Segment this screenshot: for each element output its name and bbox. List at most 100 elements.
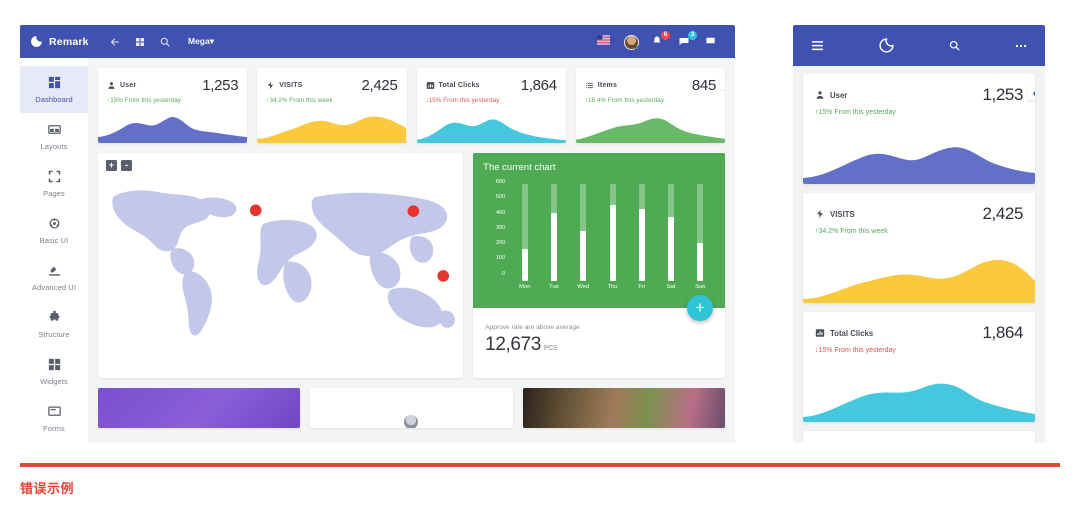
- world-map-svg: [112, 190, 455, 336]
- sidebar-item-forms[interactable]: Forms: [20, 395, 88, 442]
- mobile-card-delta: ↑34.2% From this week: [815, 228, 1023, 235]
- avatar[interactable]: [624, 34, 639, 50]
- mobile-card-total-clicks[interactable]: Total Clicks 1,864 ↓15% From this yester…: [803, 312, 1035, 422]
- y-tick: 100: [495, 255, 506, 262]
- sparkline-total-clicks: [803, 370, 1035, 422]
- sidebar-item-dashboard[interactable]: Dashboard: [20, 66, 88, 113]
- sidebar-item-advanced-ui[interactable]: Advanced UI: [20, 254, 88, 301]
- sidebar-item-pages[interactable]: Pages: [20, 160, 88, 207]
- hamburger-menu-icon[interactable]: [810, 38, 825, 53]
- gear-icon: [724, 81, 725, 84]
- stat-label-wrap: Total Clicks: [426, 81, 480, 90]
- chart-bar-fill: [697, 243, 704, 281]
- approve-rate-unit: PCS: [543, 345, 558, 352]
- sidebar-item-label: Layouts: [40, 142, 68, 151]
- stat-value: 845: [691, 77, 716, 94]
- current-chart-card: The current chart 600 500 400 300 200 10…: [473, 153, 725, 378]
- y-tick: 600: [495, 179, 506, 185]
- brand-name: Remark: [49, 35, 89, 48]
- settings-gear-button[interactable]: [1028, 86, 1035, 100]
- sidebar-item-label: Dashboard: [35, 95, 73, 104]
- bolt-icon: [817, 209, 823, 219]
- sidebar-item-widgets[interactable]: Widgets: [20, 348, 88, 395]
- mobile-card-user[interactable]: User 1,253 ↑15% From this yesterday: [803, 74, 1035, 184]
- profile-card-white[interactable]: [310, 388, 513, 428]
- world-map-card[interactable]: + -: [98, 153, 464, 378]
- search-icon[interactable]: [159, 36, 171, 48]
- stat-label-wrap: User: [107, 81, 136, 90]
- y-tick: 200: [495, 240, 506, 246]
- messages-button[interactable]: 3: [678, 30, 697, 49]
- sidebar-item-label: Basic UI: [39, 236, 69, 245]
- notifications-bell[interactable]: 6: [651, 30, 670, 49]
- mega-menu-button[interactable]: Mega▾: [188, 36, 214, 47]
- mobile-card-delta: ↑15% From this yesterday: [815, 109, 1023, 116]
- flag-icon[interactable]: [597, 34, 611, 49]
- stat-label: VISITS: [279, 82, 303, 89]
- bar-chart-icon: [815, 329, 825, 337]
- mobile-card-delta-text: 15% From this yesterday: [818, 109, 896, 116]
- search-icon[interactable]: [948, 39, 961, 52]
- mobile-card-value: 2,425: [982, 204, 1023, 223]
- avatar: [403, 414, 420, 428]
- trend-up-icon: ↑: [266, 97, 270, 104]
- chart-bar-track: [609, 184, 616, 281]
- sparkline-items: [575, 109, 725, 143]
- promo-card-purple[interactable]: [98, 388, 301, 428]
- brand[interactable]: Remark: [30, 35, 97, 48]
- stat-delta-text: 34.2% From this week: [269, 97, 333, 104]
- annotation-label: 错误示例: [20, 481, 75, 496]
- map-zoom-in-button[interactable]: +: [106, 160, 117, 171]
- sidebar-item-layouts[interactable]: Layouts: [20, 113, 88, 160]
- sidebar-item-structure[interactable]: Structure: [20, 301, 88, 348]
- y-tick: 500: [495, 194, 506, 201]
- stat-card-visits[interactable]: VISITS 2,425 ↑34.2% From this week: [257, 68, 407, 143]
- settings-gear-button[interactable]: [720, 76, 725, 89]
- sparkline-user: [803, 132, 1035, 184]
- desktop-dashboard-mock: Remark Mega▾: [20, 25, 735, 443]
- stat-label-wrap: Items: [585, 81, 617, 90]
- mobile-dashboard-mock: User 1,253 ↑15% From this yesterday: [793, 25, 1045, 443]
- chart-bar-column: Fri: [635, 184, 648, 290]
- bolt-icon: [268, 81, 274, 90]
- grid-icon[interactable]: [134, 36, 146, 48]
- advanced-ui-icon: [48, 266, 60, 276]
- arrow-left-icon[interactable]: [109, 36, 121, 48]
- sidebar-item-label: Structure: [38, 330, 70, 339]
- chart-bar-fill: [551, 213, 558, 281]
- chart-bar-track: [551, 184, 558, 281]
- chart-bar-column: Mon: [518, 184, 531, 290]
- chart-bar-fill: [521, 248, 528, 281]
- mobile-card-label: Total Clicks: [830, 328, 874, 338]
- moon-logo-icon: [879, 38, 894, 53]
- stat-card-items[interactable]: Items 845 ↑18.4% From this yesterday: [575, 68, 725, 143]
- stat-value: 1,864: [520, 77, 557, 94]
- more-horizontal-icon[interactable]: [1014, 39, 1028, 53]
- marker-north-america: [249, 204, 262, 217]
- basic-ui-icon: [49, 218, 59, 229]
- map-markers: [249, 204, 450, 282]
- mobile-card-partial[interactable]: [803, 431, 1035, 443]
- chart-bar-column: Thu: [606, 184, 619, 290]
- mobile-card-visits[interactable]: VISITS 2,425 ↑34.2% From this week: [803, 193, 1035, 303]
- chart-bar-fill: [580, 230, 587, 281]
- chat-icon: [706, 37, 715, 43]
- sidebar-item-label: Forms: [43, 424, 65, 433]
- dashboard-icon: [48, 76, 60, 89]
- mobile-card-delta-text: 34.2% From this week: [818, 228, 888, 235]
- stat-card-total-clicks[interactable]: Total Clicks 1,864 ↓15% From this yester…: [416, 68, 566, 143]
- photo-card[interactable]: [522, 388, 725, 428]
- chart-bar-track: [638, 184, 645, 281]
- approve-rate-value: 12,673: [485, 334, 541, 355]
- chat-button[interactable]: [705, 35, 719, 49]
- chart-bar-fill: [668, 217, 675, 281]
- chart-bar-column: Sat: [665, 184, 678, 290]
- stat-label-wrap: VISITS: [266, 81, 302, 90]
- add-fab-button[interactable]: +: [687, 295, 713, 321]
- sidebar-item-basic-ui[interactable]: Basic UI: [20, 207, 88, 254]
- map-zoom-out-button[interactable]: -: [121, 160, 132, 171]
- chart-bar-fill: [638, 209, 645, 281]
- sidebar-item-tables[interactable]: [20, 442, 88, 443]
- chart-bar-column: Sun: [694, 184, 707, 290]
- stat-card-user[interactable]: User 1,253 ↑15% From this yesterday: [98, 68, 248, 143]
